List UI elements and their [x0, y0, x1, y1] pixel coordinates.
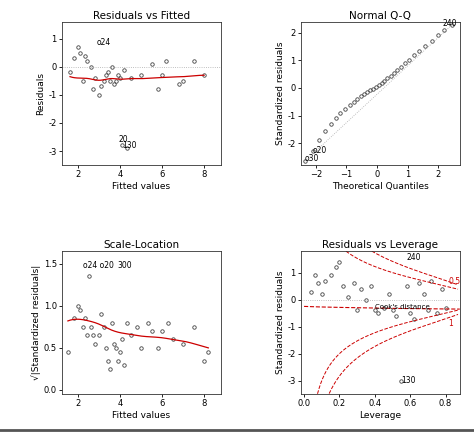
- Text: 0.5: 0.5: [448, 276, 460, 286]
- Y-axis label: √|Standardized residuals|: √|Standardized residuals|: [31, 265, 41, 380]
- X-axis label: Leverage: Leverage: [359, 411, 401, 420]
- X-axis label: Fitted values: Fitted values: [112, 411, 170, 420]
- Title: Normal Q-Q: Normal Q-Q: [349, 11, 411, 21]
- Y-axis label: Standardized residuals: Standardized residuals: [275, 42, 284, 145]
- Text: o30: o30: [304, 154, 319, 163]
- Text: o20: o20: [312, 146, 327, 155]
- Text: Cook's distance: Cook's distance: [375, 304, 429, 310]
- Title: Residuals vs Leverage: Residuals vs Leverage: [322, 240, 438, 250]
- Title: Scale-Location: Scale-Location: [103, 240, 179, 250]
- Text: 300: 300: [117, 261, 132, 270]
- Text: 130: 130: [122, 141, 137, 150]
- Text: o24 o20: o24 o20: [82, 261, 113, 270]
- Text: o24: o24: [96, 38, 110, 46]
- Y-axis label: Standardized residuals: Standardized residuals: [275, 271, 284, 374]
- X-axis label: Fitted values: Fitted values: [112, 182, 170, 191]
- Text: 1: 1: [448, 319, 453, 328]
- Y-axis label: Residuals: Residuals: [36, 72, 46, 115]
- Text: 130: 130: [401, 376, 416, 385]
- X-axis label: Theoretical Quantiles: Theoretical Quantiles: [332, 182, 428, 191]
- Text: 240: 240: [442, 19, 456, 28]
- Text: 240: 240: [407, 253, 421, 262]
- Text: 20: 20: [118, 135, 128, 144]
- Title: Residuals vs Fitted: Residuals vs Fitted: [93, 11, 190, 21]
